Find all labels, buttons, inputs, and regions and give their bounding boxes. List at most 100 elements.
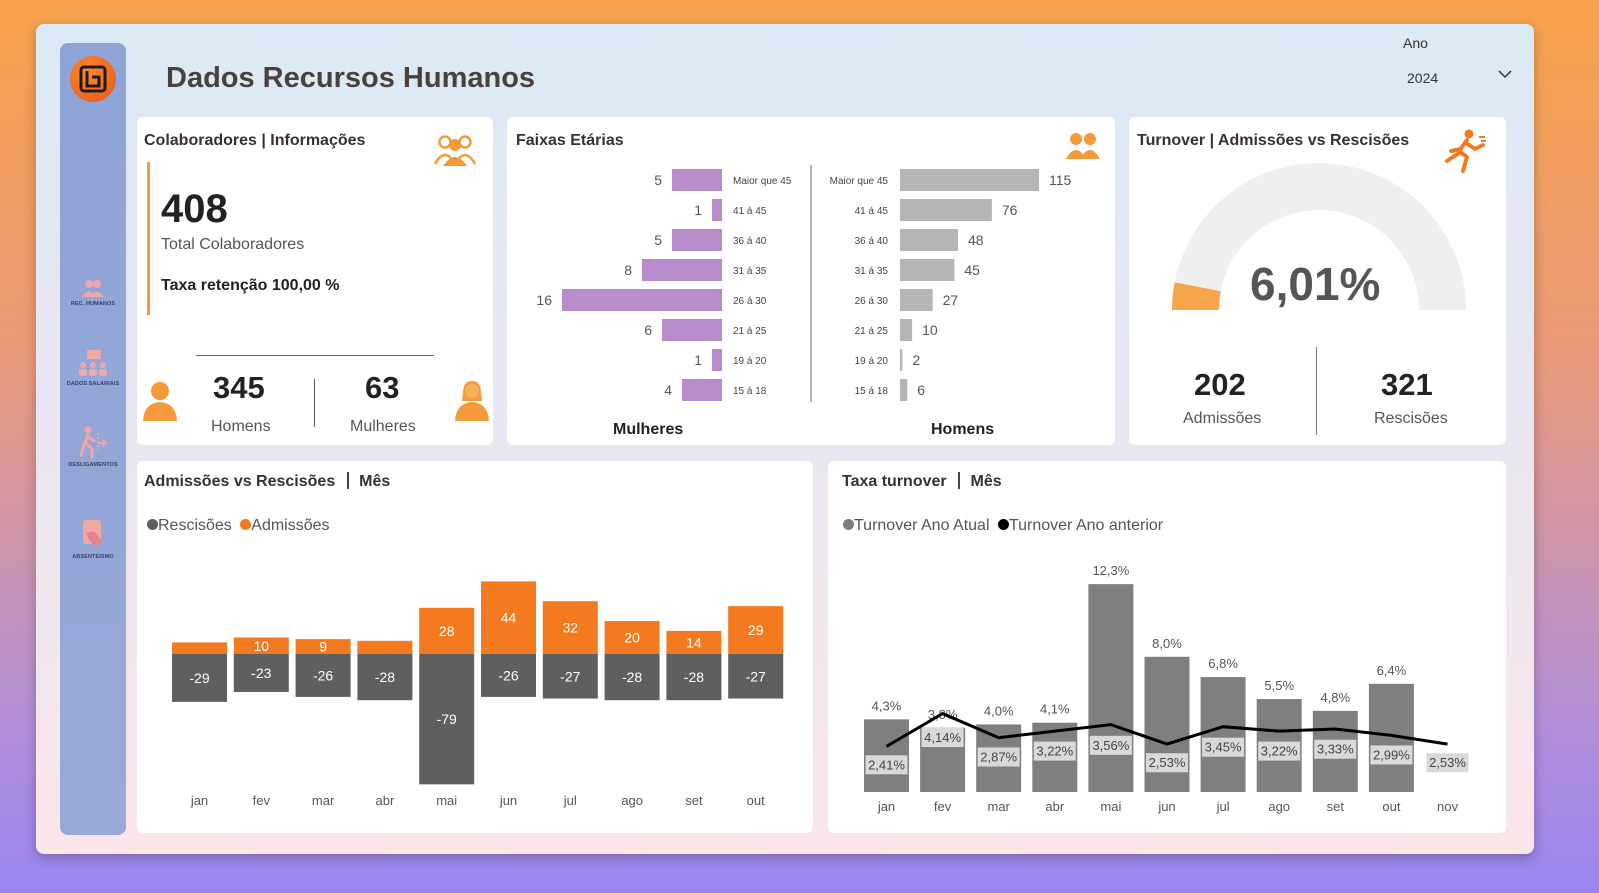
runner-icon xyxy=(1445,129,1486,173)
women-bar xyxy=(642,259,722,281)
men-bar-label: 10 xyxy=(922,322,938,338)
admissoes-data-label: 20 xyxy=(624,630,640,646)
card-title: Taxa turnover Mês xyxy=(842,472,1002,491)
rescisoes-bar xyxy=(419,654,475,785)
turnover-current-label: 12,3% xyxy=(1092,563,1129,578)
women-bar-label: 4 xyxy=(664,382,672,398)
turnover-previous-label-bg xyxy=(1033,741,1076,761)
turnover-previous-label-bg xyxy=(1258,741,1301,761)
team-icon xyxy=(433,135,477,166)
hand-icon xyxy=(83,520,102,547)
year-slicer-value[interactable]: 2024 xyxy=(1407,70,1439,86)
women-bar xyxy=(672,229,722,251)
rescisoes-data-label: -28 xyxy=(684,669,704,685)
rescisoes-data-label: -79 xyxy=(437,711,457,727)
women-bar-label: 5 xyxy=(654,172,662,188)
rescisoes-data-label: -28 xyxy=(375,669,395,685)
turnover-previous-label-bg xyxy=(921,728,964,747)
x-tick-label: fev xyxy=(934,799,952,814)
rescissions-value: 321 xyxy=(1381,367,1433,402)
x-tick-label: jan xyxy=(877,799,895,814)
rescisoes-data-label: -27 xyxy=(560,668,580,684)
logo xyxy=(70,56,116,102)
turnover-previous-label: 4,14% xyxy=(924,730,961,745)
women-bar xyxy=(712,199,722,221)
chart-legend: Turnover Ano Atual Turnover Ano anterior xyxy=(843,517,1163,535)
page-title: Dados Recursos Humanos xyxy=(166,62,536,94)
turnover-previous-label: 2,53% xyxy=(1149,755,1186,770)
men-bar xyxy=(900,169,1039,191)
card-title-suffix: Mês xyxy=(970,473,1002,490)
men-bar-label: 27 xyxy=(943,292,959,308)
x-tick-label: jun xyxy=(499,793,517,808)
chart-legend: Rescisões Admissões xyxy=(147,517,330,535)
card-title-suffix: Mês xyxy=(359,473,391,490)
rescisoes-data-label: -26 xyxy=(498,667,518,683)
divider xyxy=(314,379,315,427)
men-bar xyxy=(900,289,933,311)
admissoes-bar xyxy=(295,639,351,654)
sidebar-item-absenteismo[interactable]: ABSENTEISMO xyxy=(60,517,126,560)
turnover-previous-label: 2,99% xyxy=(1373,747,1410,762)
admissoes-bar xyxy=(728,606,784,654)
title-separator xyxy=(958,472,961,489)
admissoes-bar xyxy=(666,630,722,654)
turnover-card: Turnover | Admissões vs Rescisões 6,01% … xyxy=(1129,117,1506,445)
turnover-gauge xyxy=(1172,163,1466,310)
chevron-down-icon[interactable] xyxy=(1497,68,1513,80)
turnover-previous-line xyxy=(885,711,1448,748)
men-bar-label: 76 xyxy=(1002,202,1018,218)
card-title-text: Admissões vs Rescisões xyxy=(144,473,336,490)
admissoes-data-label: 44 xyxy=(501,610,517,626)
women-bar-label: 1 xyxy=(694,352,702,368)
turnover-previous-label: 3,33% xyxy=(1317,742,1354,757)
admissoes-data-label: 28 xyxy=(439,623,455,639)
women-bar xyxy=(682,379,722,401)
turnover-previous-label-bg xyxy=(1426,753,1469,773)
legend-dot-previous xyxy=(997,519,1009,530)
women-bar xyxy=(562,289,722,311)
turnover-previous-label: 3,56% xyxy=(1092,738,1129,753)
age-range-label: 26 á 30 xyxy=(733,296,767,307)
women-bar-label: 16 xyxy=(536,292,552,308)
men-bar xyxy=(900,229,959,251)
turnover-current-bar xyxy=(1088,584,1134,792)
legend-label-rescisoes: Rescisões xyxy=(158,517,232,534)
admissoes-bar xyxy=(481,581,536,654)
faixas-etarias-card: Faixas Etárias 5 Maior que 45 Maior que 45… xyxy=(507,117,1115,445)
x-tick-label: mai xyxy=(1100,799,1121,814)
accent-bar xyxy=(147,162,150,315)
presentation-icon xyxy=(79,350,107,376)
rescisoes-bar xyxy=(172,654,227,702)
sidebar-item-desligamentos[interactable]: DESLIGAMENTOS xyxy=(60,425,126,468)
admissoes-data-label: 9 xyxy=(319,639,327,655)
women-count: 63 xyxy=(365,370,400,405)
admissoes-rescisoes-chart: -29 jan 10 -23 fev 9 -26 mar -28 abr 28 -79 mai 44 -26… xyxy=(172,581,784,808)
women-bar-label: 1 xyxy=(694,202,702,218)
x-tick-label: mar xyxy=(988,799,1011,814)
sidebar-item-rec-humanos[interactable]: REC. HUMANOS xyxy=(60,278,126,307)
admissoes-bar xyxy=(604,621,660,654)
admissoes-bar xyxy=(172,642,227,654)
men-bar xyxy=(900,319,913,341)
turnover-previous-label: 2,41% xyxy=(868,757,905,772)
rescisoes-bar xyxy=(233,654,289,692)
turnover-previous-label-bg xyxy=(1089,735,1132,755)
sidebar-item-label: REC. HUMANOS xyxy=(70,301,116,307)
women-bar xyxy=(662,319,722,341)
legend-dot-current xyxy=(843,519,854,530)
sidebar-item-dados-salariais[interactable]: DADOS SALARIAIS xyxy=(60,348,126,387)
age-range-label: 41 á 45 xyxy=(855,206,889,217)
x-tick-label: set xyxy=(1327,799,1345,814)
x-tick-label: jul xyxy=(563,793,577,808)
card-title: Colaboradores | Informações xyxy=(144,132,366,149)
card-title: Admissões vs Rescisões Mês xyxy=(144,472,390,491)
legend-dot-admissoes xyxy=(240,519,252,530)
rescisoes-bar xyxy=(357,654,413,701)
rescisoes-data-label: -29 xyxy=(189,670,209,686)
age-range-label: Maior que 45 xyxy=(733,176,792,187)
colaboradores-card: Colaboradores | Informações 408 Total Co… xyxy=(137,117,493,445)
x-tick-label: mar xyxy=(312,793,335,808)
people-icon xyxy=(82,280,104,297)
total-colaboradores-label: Total Colaboradores xyxy=(161,236,305,253)
